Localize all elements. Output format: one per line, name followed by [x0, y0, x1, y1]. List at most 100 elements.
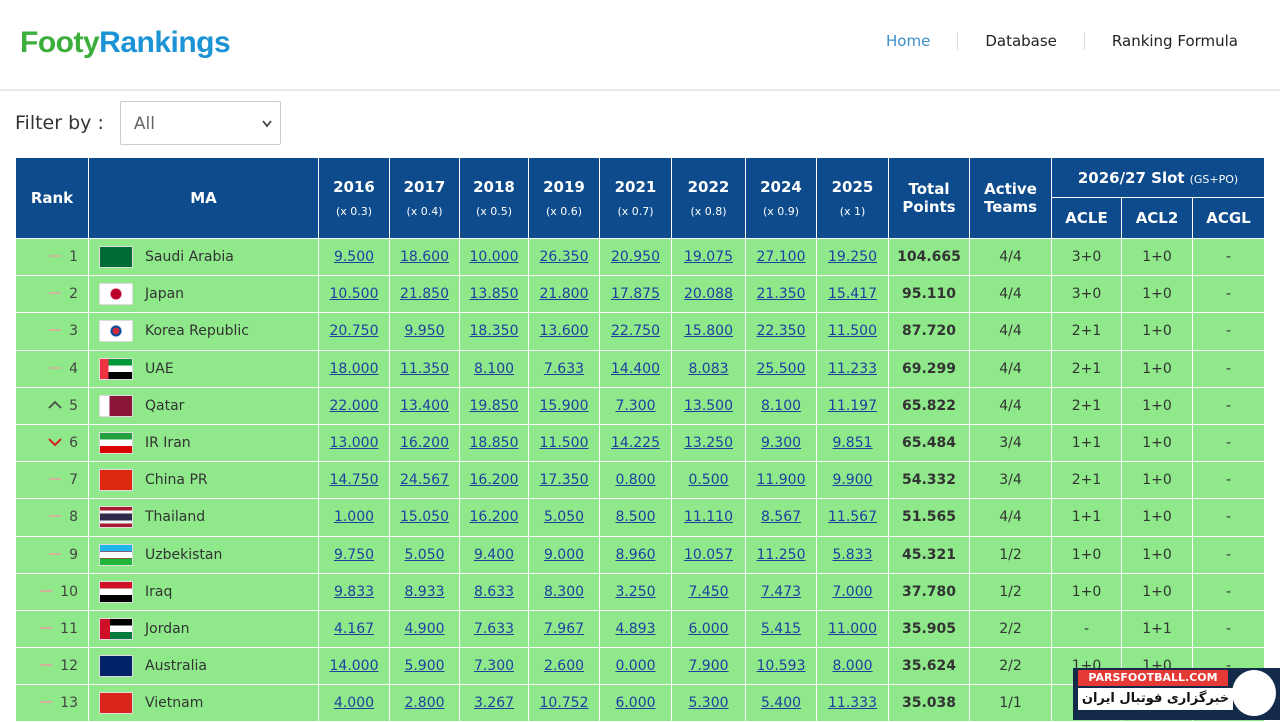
points-link[interactable]: 14.750: [318, 461, 390, 500]
points-link[interactable]: 10.752: [528, 684, 600, 722]
points-link[interactable]: 0.500: [671, 461, 746, 500]
points-link[interactable]: 7.633: [528, 349, 600, 388]
points-link[interactable]: 6.000: [599, 684, 672, 722]
points-link[interactable]: 22.350: [745, 312, 817, 351]
points-link[interactable]: 13.500: [671, 386, 746, 425]
points-link[interactable]: 11.900: [745, 461, 817, 500]
points-link[interactable]: 1.000: [318, 498, 390, 537]
points-link[interactable]: 19.250: [816, 237, 889, 277]
points-link[interactable]: 5.300: [671, 684, 746, 722]
points-link[interactable]: 7.300: [459, 647, 529, 686]
points-link[interactable]: 5.833: [816, 535, 889, 574]
points-link[interactable]: 13.250: [671, 423, 746, 463]
points-link[interactable]: 18.000: [318, 349, 390, 388]
points-link[interactable]: 8.933: [389, 572, 460, 611]
points-link[interactable]: 9.500: [318, 237, 390, 277]
points-link[interactable]: 24.567: [389, 461, 460, 500]
points-link[interactable]: 14.400: [599, 349, 672, 388]
points-link[interactable]: 10.500: [318, 275, 390, 314]
points-link[interactable]: 14.000: [318, 647, 390, 686]
points-link[interactable]: 0.000: [599, 647, 672, 686]
points-link[interactable]: 9.900: [816, 461, 889, 500]
points-link[interactable]: 8.960: [599, 535, 672, 574]
points-link[interactable]: 19.075: [671, 237, 746, 277]
points-link[interactable]: 5.050: [528, 498, 600, 537]
points-link[interactable]: 16.200: [459, 461, 529, 500]
points-link[interactable]: 22.000: [318, 386, 390, 425]
points-link[interactable]: 17.875: [599, 275, 672, 314]
points-link[interactable]: 11.110: [671, 498, 746, 537]
points-link[interactable]: 16.200: [459, 498, 529, 537]
points-link[interactable]: 27.100: [745, 237, 817, 277]
points-link[interactable]: 4.900: [389, 609, 460, 649]
points-link[interactable]: 5.900: [389, 647, 460, 686]
points-link[interactable]: 18.350: [459, 312, 529, 351]
points-link[interactable]: 13.000: [318, 423, 390, 463]
points-link[interactable]: 11.197: [816, 386, 889, 425]
points-link[interactable]: 7.967: [528, 609, 600, 649]
points-link[interactable]: 8.300: [528, 572, 600, 611]
points-link[interactable]: 4.000: [318, 684, 390, 722]
points-link[interactable]: 8.633: [459, 572, 529, 611]
points-link[interactable]: 11.500: [528, 423, 600, 463]
points-link[interactable]: 5.415: [745, 609, 817, 649]
points-link[interactable]: 15.050: [389, 498, 460, 537]
points-link[interactable]: 11.350: [389, 349, 460, 388]
points-link[interactable]: 8.083: [671, 349, 746, 388]
points-link[interactable]: 13.600: [528, 312, 600, 351]
points-link[interactable]: 5.050: [389, 535, 460, 574]
points-link[interactable]: 8.000: [816, 647, 889, 686]
points-link[interactable]: 13.850: [459, 275, 529, 314]
nav-link[interactable]: Home: [886, 32, 931, 50]
points-link[interactable]: 9.000: [528, 535, 600, 574]
points-link[interactable]: 16.200: [389, 423, 460, 463]
points-link[interactable]: 17.350: [528, 461, 600, 500]
points-link[interactable]: 15.900: [528, 386, 600, 425]
points-link[interactable]: 11.567: [816, 498, 889, 537]
points-link[interactable]: 20.950: [599, 237, 672, 277]
points-link[interactable]: 3.267: [459, 684, 529, 722]
points-link[interactable]: 20.750: [318, 312, 390, 351]
filter-select[interactable]: All: [119, 101, 281, 145]
points-link[interactable]: 11.233: [816, 349, 889, 388]
points-link[interactable]: 4.893: [599, 609, 672, 649]
points-link[interactable]: 7.450: [671, 572, 746, 611]
points-link[interactable]: 8.500: [599, 498, 672, 537]
points-link[interactable]: 26.350: [528, 237, 600, 277]
points-link[interactable]: 11.000: [816, 609, 889, 649]
points-link[interactable]: 22.750: [599, 312, 672, 351]
points-link[interactable]: 9.300: [745, 423, 817, 463]
points-link[interactable]: 13.400: [389, 386, 460, 425]
points-link[interactable]: 20.088: [671, 275, 746, 314]
points-link[interactable]: 7.473: [745, 572, 817, 611]
points-link[interactable]: 7.300: [599, 386, 672, 425]
points-link[interactable]: 7.633: [459, 609, 529, 649]
points-link[interactable]: 11.250: [745, 535, 817, 574]
points-link[interactable]: 15.417: [816, 275, 889, 314]
points-link[interactable]: 9.400: [459, 535, 529, 574]
points-link[interactable]: 9.833: [318, 572, 390, 611]
points-link[interactable]: 3.250: [599, 572, 672, 611]
points-link[interactable]: 2.600: [528, 647, 600, 686]
points-link[interactable]: 25.500: [745, 349, 817, 388]
points-link[interactable]: 6.000: [671, 609, 746, 649]
points-link[interactable]: 21.800: [528, 275, 600, 314]
points-link[interactable]: 0.800: [599, 461, 672, 500]
points-link[interactable]: 15.800: [671, 312, 746, 351]
points-link[interactable]: 18.850: [459, 423, 529, 463]
points-link[interactable]: 11.333: [816, 684, 889, 722]
points-link[interactable]: 8.100: [745, 386, 817, 425]
points-link[interactable]: 14.225: [599, 423, 672, 463]
points-link[interactable]: 18.600: [389, 237, 460, 277]
points-link[interactable]: 9.750: [318, 535, 390, 574]
points-link[interactable]: 11.500: [816, 312, 889, 351]
nav-link[interactable]: Database: [957, 32, 1084, 50]
points-link[interactable]: 7.000: [816, 572, 889, 611]
points-link[interactable]: 9.851: [816, 423, 889, 463]
points-link[interactable]: 10.593: [745, 647, 817, 686]
points-link[interactable]: 7.900: [671, 647, 746, 686]
points-link[interactable]: 9.950: [389, 312, 460, 351]
nav-link[interactable]: Ranking Formula: [1083, 32, 1238, 50]
points-link[interactable]: 21.850: [389, 275, 460, 314]
points-link[interactable]: 8.100: [459, 349, 529, 388]
